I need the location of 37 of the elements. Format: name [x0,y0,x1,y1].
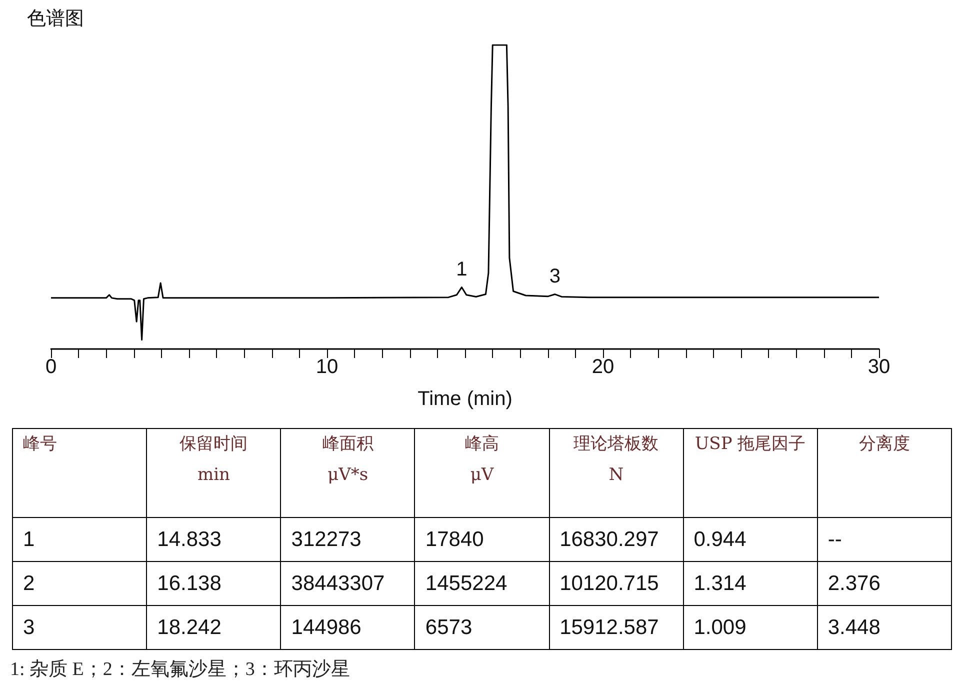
text: 10120.715 [549,562,684,606]
x-tick-label: 0 [45,356,57,378]
text: 6573 [414,606,550,650]
text: 分离度 [817,428,952,518]
text: 38443307 [280,562,415,606]
text: 2.376 [817,562,952,606]
text: USP 拖尾因子 [683,428,818,518]
text: 峰高 μV [414,428,550,518]
text: 18.242 [146,606,281,650]
text: 1455224 [414,562,550,606]
text: 2 [12,562,147,606]
x-tick-label: 20 [592,356,614,378]
text: 0.944 [683,518,818,562]
x-tick-label: 10 [316,356,338,378]
text: -- [817,518,952,562]
text: 17840 [414,518,550,562]
text: 16830.297 [549,518,684,562]
annotation: 3 [549,265,561,288]
text: 保留时间 min [146,428,281,518]
text: 峰面积 μV*s [280,428,415,518]
text: 理论塔板数 N [549,428,684,518]
text: 1.009 [683,606,818,650]
text: 1 [12,518,147,562]
text: 峰号 [12,428,147,518]
annotation: 1 [456,258,468,280]
chart-title: 色谱图 [27,8,84,30]
text: 14.833 [146,518,281,562]
x-axis-title: Time (min) [418,388,512,410]
text: 3 [12,606,147,650]
text: 15912.587 [549,606,684,650]
text: 1: 杂质 E；2：左氧氟沙星；3：环丙沙星 [10,658,351,682]
text: 312273 [280,518,415,562]
text: 144986 [280,606,415,650]
x-tick-label: 30 [868,356,890,378]
text: 1.314 [683,562,818,606]
text: 3.448 [817,606,952,650]
text: 16.138 [146,562,281,606]
